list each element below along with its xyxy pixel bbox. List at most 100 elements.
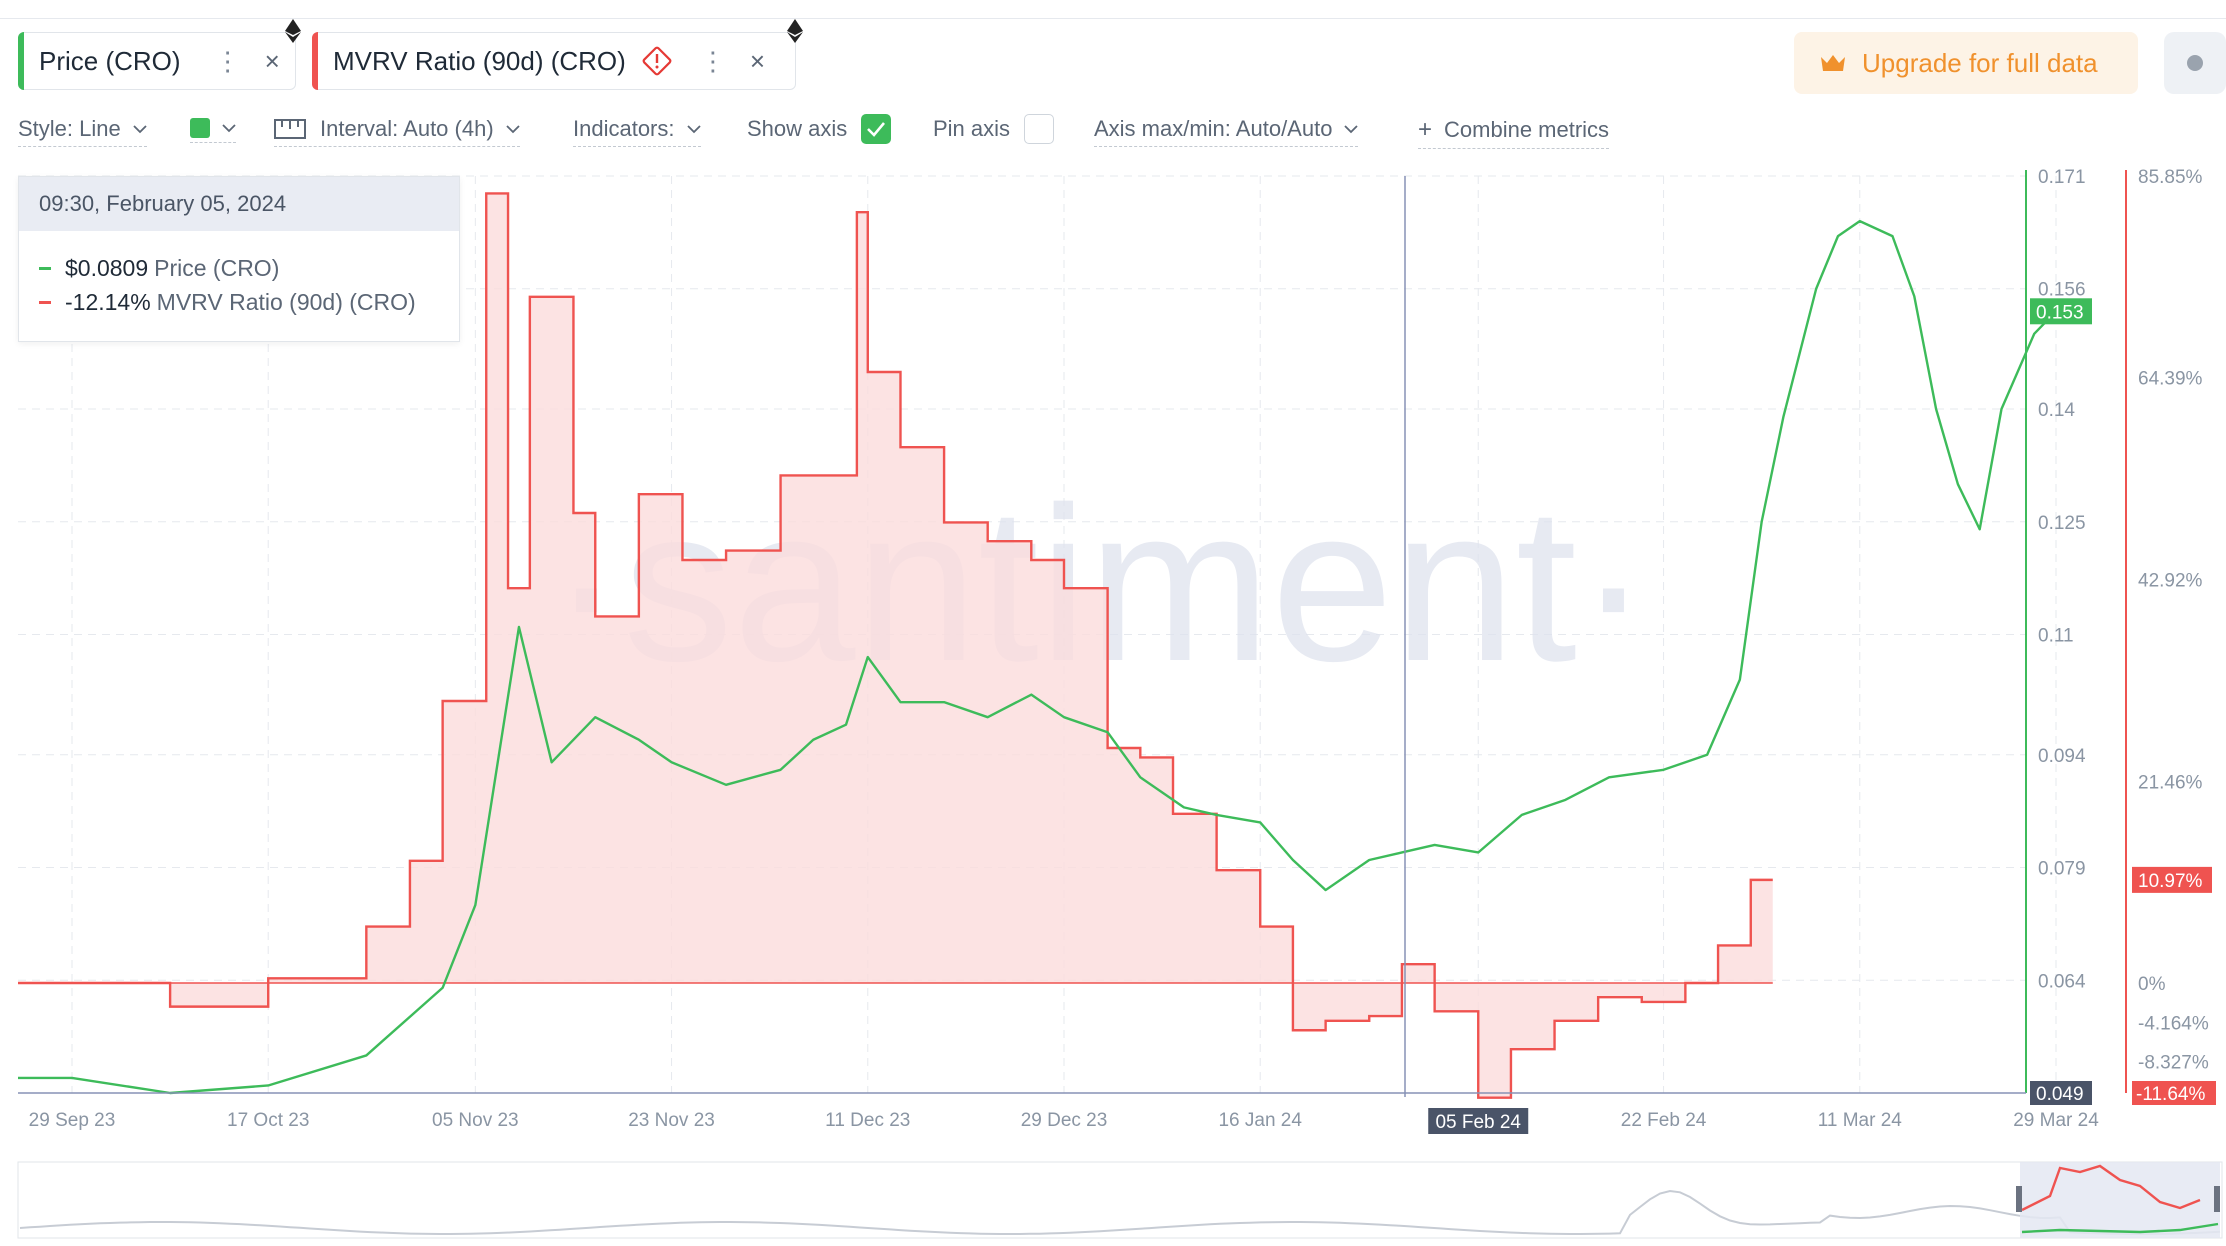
metric-chip-price[interactable]: Price (CRO) ⋮ × (18, 19, 301, 90)
chart-navigator[interactable] (17, 1161, 2223, 1239)
x-tick-label: 11 Dec 23 (825, 1110, 910, 1131)
interval-label: Interval: Auto (4h) (320, 116, 494, 141)
ethereum-icon (285, 19, 301, 43)
upgrade-button[interactable]: Upgrade for full data (1794, 32, 2138, 94)
tooltip-date: 09:30, February 05, 2024 (19, 177, 459, 231)
price-tick-label: 0.156 (2038, 280, 2086, 301)
mvrv-min-label: -11.64% (2136, 1084, 2205, 1105)
close-icon[interactable]: × (264, 45, 280, 76)
checkbox-unchecked[interactable] (1024, 114, 1055, 144)
chip-color-bar (18, 32, 24, 90)
navigator-frame (17, 1161, 2223, 1239)
chip-color-bar (312, 32, 318, 90)
navigator-handle-right (2214, 1186, 2220, 1212)
more-options-icon[interactable]: ⋮ (699, 45, 726, 76)
price-tick-label: 0.11 (2038, 626, 2074, 647)
mvrv-current-badge (2132, 866, 2212, 893)
navigator-price-line (2021, 1222, 2219, 1234)
chevron-down-icon (133, 125, 147, 134)
price-tick-label: 0.079 (2038, 859, 2086, 880)
mvrv-area (18, 193, 1773, 1098)
price-min-label: 0.049 (2036, 1084, 2084, 1105)
warning-icon[interactable] (640, 44, 674, 78)
combine-label: Combine metrics (1444, 117, 1610, 142)
legend-swatch (39, 301, 51, 304)
axis-maxmin-label: Axis max/min: Auto/Auto (1094, 116, 1333, 141)
indicators-dropdown[interactable]: Indicators: (573, 116, 701, 147)
mvrv-tick-label: 0% (2138, 974, 2166, 995)
price-tick-label: 0.171 (2038, 167, 2086, 188)
navigator-mvrv-line (2021, 1164, 2201, 1212)
checkbox-checked[interactable] (861, 114, 892, 144)
chart-tooltip: 09:30, February 05, 2024 $0.0809 Price (… (18, 176, 460, 342)
upgrade-label: Upgrade for full data (1862, 47, 2098, 78)
tooltip-mvrv-row: -12.14% MVRV Ratio (90d) (CRO) (39, 289, 416, 316)
tooltip-price-name: Price (CRO) (154, 255, 280, 281)
record-button[interactable] (2164, 32, 2226, 94)
x-tick-label: 11 Mar 24 (1818, 1110, 1903, 1131)
price-min-badge (2030, 1081, 2092, 1105)
price-line (18, 219, 2057, 1095)
chevron-down-icon (686, 125, 701, 134)
mvrv-series (18, 192, 1773, 1099)
tooltip-price-row: $0.0809 Price (CRO) (39, 255, 279, 282)
chevron-down-icon (1344, 125, 1359, 134)
x-tick-label: 17 Oct 23 (227, 1110, 309, 1131)
x-tick-label: 29 Mar 24 (2013, 1110, 2099, 1131)
combine-metrics-button[interactable]: + Combine metrics (1418, 116, 1610, 149)
close-icon[interactable]: × (749, 45, 765, 76)
x-tick-label: 29 Sep 23 (29, 1110, 116, 1131)
ruler-icon (274, 119, 306, 139)
plus-icon: + (1418, 116, 1433, 143)
style-dropdown[interactable]: Style: Line (18, 116, 147, 147)
navigator-handle-left (2016, 1186, 2022, 1212)
x-tick-label: 22 Feb 24 (1621, 1110, 1707, 1131)
indicators-label: Indicators: (573, 116, 675, 141)
x-tick-label: 29 Dec 23 (1021, 1110, 1108, 1131)
price-tick-label: 0.14 (2038, 400, 2075, 421)
navigator-line (19, 1189, 2221, 1235)
metric-chip-mvrv[interactable]: MVRV Ratio (90d) (CRO) ⋮ × (312, 19, 803, 90)
price-tick-label: 0.094 (2038, 746, 2086, 767)
mvrv-tick-label: 85.85% (2138, 167, 2203, 188)
show-axis-toggle[interactable]: Show axis (747, 114, 892, 144)
hover-date-label: 05 Feb 24 (1435, 1112, 1521, 1133)
mvrv-tick-label: 42.92% (2138, 571, 2203, 592)
legend-swatch (39, 267, 51, 270)
tooltip-mvrv-value: -12.14% (65, 289, 151, 315)
mvrv-current-label: 10.97% (2138, 871, 2203, 892)
record-icon (2187, 55, 2203, 71)
top-divider (0, 18, 2226, 19)
ethereum-icon (787, 19, 803, 43)
mvrv-tick-label: -4.164% (2138, 1013, 2209, 1034)
hover-date-badge (1428, 1108, 1529, 1134)
chevron-down-icon (506, 125, 520, 134)
chevron-down-icon (222, 124, 236, 133)
x-tick-label: 16 Jan 24 (1218, 1110, 1302, 1131)
mvrv-tick-label: -8.327% (2138, 1053, 2209, 1074)
interval-dropdown[interactable]: Interval: Auto (4h) (274, 116, 520, 147)
chip-label: Price (CRO) (39, 45, 181, 76)
price-current-badge (2030, 298, 2092, 325)
color-picker[interactable] (190, 118, 236, 143)
show-axis-label: Show axis (747, 116, 848, 141)
mvrv-min-badge (2132, 1081, 2216, 1105)
tooltip-price-value: $0.0809 (65, 255, 149, 281)
price-current-label: 0.153 (2036, 302, 2084, 323)
axis-maxmin-dropdown[interactable]: Axis max/min: Auto/Auto (1094, 116, 1359, 147)
tooltip-mvrv-name: MVRV Ratio (90d) (CRO) (156, 289, 416, 315)
mvrv-tick-label: 21.46% (2138, 772, 2203, 793)
x-tick-label: 23 Nov 23 (628, 1110, 715, 1131)
more-options-icon[interactable]: ⋮ (214, 45, 241, 76)
pin-axis-label: Pin axis (933, 116, 1011, 141)
pin-axis-toggle[interactable]: Pin axis (933, 114, 1055, 144)
style-label: Style: Line (18, 116, 121, 141)
x-tick-label: 05 Nov 23 (432, 1110, 519, 1131)
navigator-window (2020, 1162, 2220, 1238)
mvrv-line (18, 192, 1773, 1099)
price-tick-label: 0.125 (2038, 513, 2086, 534)
crown-icon (1820, 53, 1846, 73)
price-tick-label: 0.064 (2038, 971, 2086, 992)
mvrv-tick-label: 64.39% (2138, 369, 2203, 390)
